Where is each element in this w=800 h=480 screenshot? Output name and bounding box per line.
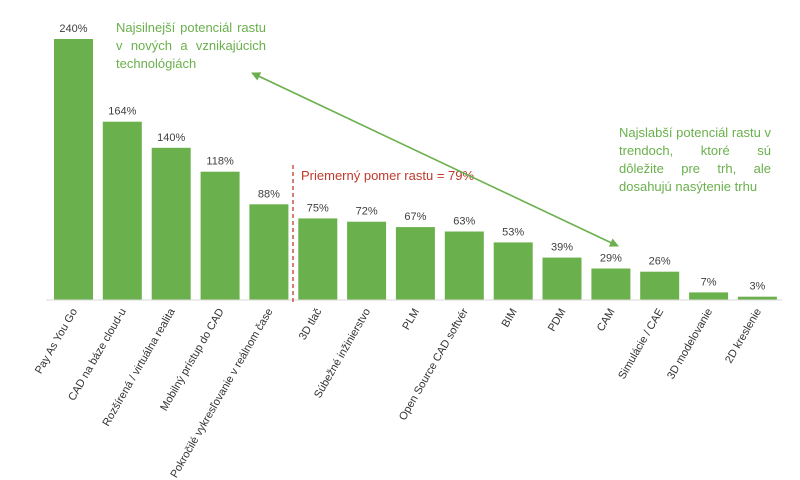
category-label: PLM [400,307,422,333]
bar-value-label: 75% [307,202,329,214]
bar [737,296,777,300]
bar-value-label: 53% [502,226,524,238]
bar-value-label: 29% [600,253,622,265]
annotation-weakest-growth: Najslabší potenciál rastu v trendoch, kt… [619,125,771,194]
category-label: Pokročilé vykresľovanie v reálnom čase [168,307,275,480]
bar-value-label: 63% [453,216,475,228]
bar [493,242,533,300]
category-label: 2D kreslenie [723,307,764,366]
bar-value-label: 3% [749,281,765,293]
category-label: CAM [595,307,618,334]
bar-value-label: 164% [108,106,136,118]
bar [54,39,93,300]
bar [444,231,484,300]
bars-group [54,39,777,301]
trend-double-arrow [251,72,619,247]
bar [591,268,631,300]
bar [151,147,191,301]
bar-value-label: 88% [258,188,280,200]
bar-value-label: 26% [649,256,671,268]
bar [249,204,289,300]
category-label: Simulácie / CAE [616,307,666,382]
bar [640,271,680,300]
bar [395,227,435,300]
category-label: Súbežné inžinierstvo [312,307,373,401]
bar-value-label: 7% [701,276,717,288]
bar [347,221,387,300]
bar [542,257,582,300]
bar-value-label: 240% [59,23,87,35]
category-label: 3D tlač [297,306,325,342]
bar-value-label: 67% [404,211,426,223]
category-label: BIM [500,307,520,330]
category-label: 3D modelovanie [665,307,715,382]
category-label: Pay As You Go [33,307,80,377]
bar-value-label: 72% [356,206,378,218]
bar [200,171,240,300]
average-reference-label: Priemerný pomer rastu = 79% [301,168,474,183]
bar-value-label: 118% [206,156,234,168]
bar [298,218,338,300]
bar-value-label: 140% [157,132,185,144]
annotation-strongest-growth: Najsilnejší potenciál rastu v nových a v… [116,20,266,71]
bar-value-label: 39% [551,242,573,254]
category-label: PDM [546,307,569,334]
bar [689,292,729,300]
bar [102,121,142,300]
